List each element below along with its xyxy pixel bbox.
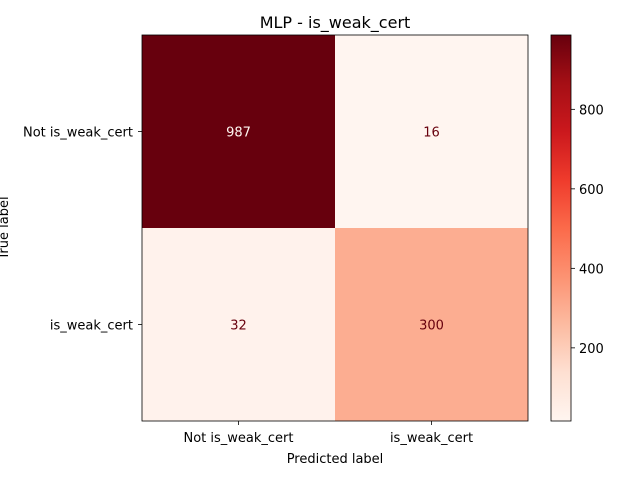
heatmap-cell-value: 16 <box>423 126 440 141</box>
chart-title: MLP - is_weak_cert <box>260 13 411 33</box>
heatmap-cell-value: 300 <box>419 319 444 334</box>
y-axis-label: True label <box>0 196 12 260</box>
colorbar-tick-label: 600 <box>579 183 604 198</box>
heatmap-cell-value: 32 <box>230 319 247 334</box>
x-tick-label: is_weak_cert <box>390 431 473 446</box>
x-axis-ticks: Not is_weak_cert is_weak_cert <box>183 421 473 446</box>
y-axis-ticks: Not is_weak_cert is_weak_cert <box>23 126 142 334</box>
heatmap-cell <box>142 228 335 421</box>
heatmap-cell <box>142 35 335 228</box>
colorbar: 200 400 600 800 <box>550 34 604 422</box>
colorbar-tick-label: 400 <box>579 262 604 277</box>
heatmap-cell <box>335 228 528 421</box>
plot-frame <box>141 34 529 422</box>
colorbar-tick-label: 200 <box>579 342 604 357</box>
x-axis-label: Predicted label <box>287 452 384 467</box>
heatmap-cells <box>142 35 528 421</box>
x-tick-label: Not is_weak_cert <box>183 431 293 446</box>
colorbar-gradient <box>550 34 572 422</box>
colorbar-tick-label: 800 <box>579 103 604 118</box>
y-tick-label: is_weak_cert <box>50 319 133 334</box>
heatmap-cell-value: 987 <box>226 126 251 141</box>
heatmap-cell <box>335 35 528 228</box>
y-tick-label: Not is_weak_cert <box>23 126 133 141</box>
heatmap-cell-labels: 987 16 32 300 <box>226 126 444 334</box>
colorbar-ticks: 200 400 600 800 <box>571 103 604 357</box>
